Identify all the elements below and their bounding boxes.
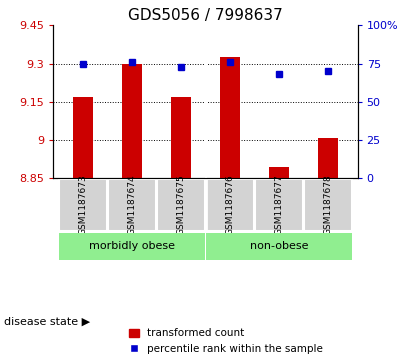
Bar bbox=[220, 57, 240, 178]
Text: GSM1187673: GSM1187673 bbox=[79, 174, 88, 235]
FancyBboxPatch shape bbox=[108, 179, 156, 231]
Title: GDS5056 / 7998637: GDS5056 / 7998637 bbox=[128, 8, 283, 23]
FancyBboxPatch shape bbox=[157, 179, 205, 231]
Text: GSM1187676: GSM1187676 bbox=[226, 174, 235, 235]
Text: non-obese: non-obese bbox=[250, 241, 308, 251]
FancyBboxPatch shape bbox=[206, 233, 352, 260]
FancyBboxPatch shape bbox=[304, 179, 352, 231]
Bar bbox=[122, 64, 142, 178]
Legend: transformed count, percentile rank within the sample: transformed count, percentile rank withi… bbox=[125, 324, 328, 358]
Text: disease state ▶: disease state ▶ bbox=[4, 316, 90, 326]
Text: GSM1187678: GSM1187678 bbox=[323, 174, 332, 235]
Bar bbox=[319, 138, 338, 178]
Bar bbox=[171, 97, 191, 178]
Text: morbidly obese: morbidly obese bbox=[89, 241, 175, 251]
Text: GSM1187674: GSM1187674 bbox=[127, 174, 136, 235]
Bar bbox=[73, 97, 92, 178]
FancyBboxPatch shape bbox=[59, 233, 205, 260]
FancyBboxPatch shape bbox=[59, 179, 107, 231]
FancyBboxPatch shape bbox=[206, 179, 254, 231]
Text: GSM1187677: GSM1187677 bbox=[275, 174, 284, 235]
Text: GSM1187675: GSM1187675 bbox=[176, 174, 185, 235]
FancyBboxPatch shape bbox=[255, 179, 303, 231]
Bar bbox=[269, 167, 289, 178]
